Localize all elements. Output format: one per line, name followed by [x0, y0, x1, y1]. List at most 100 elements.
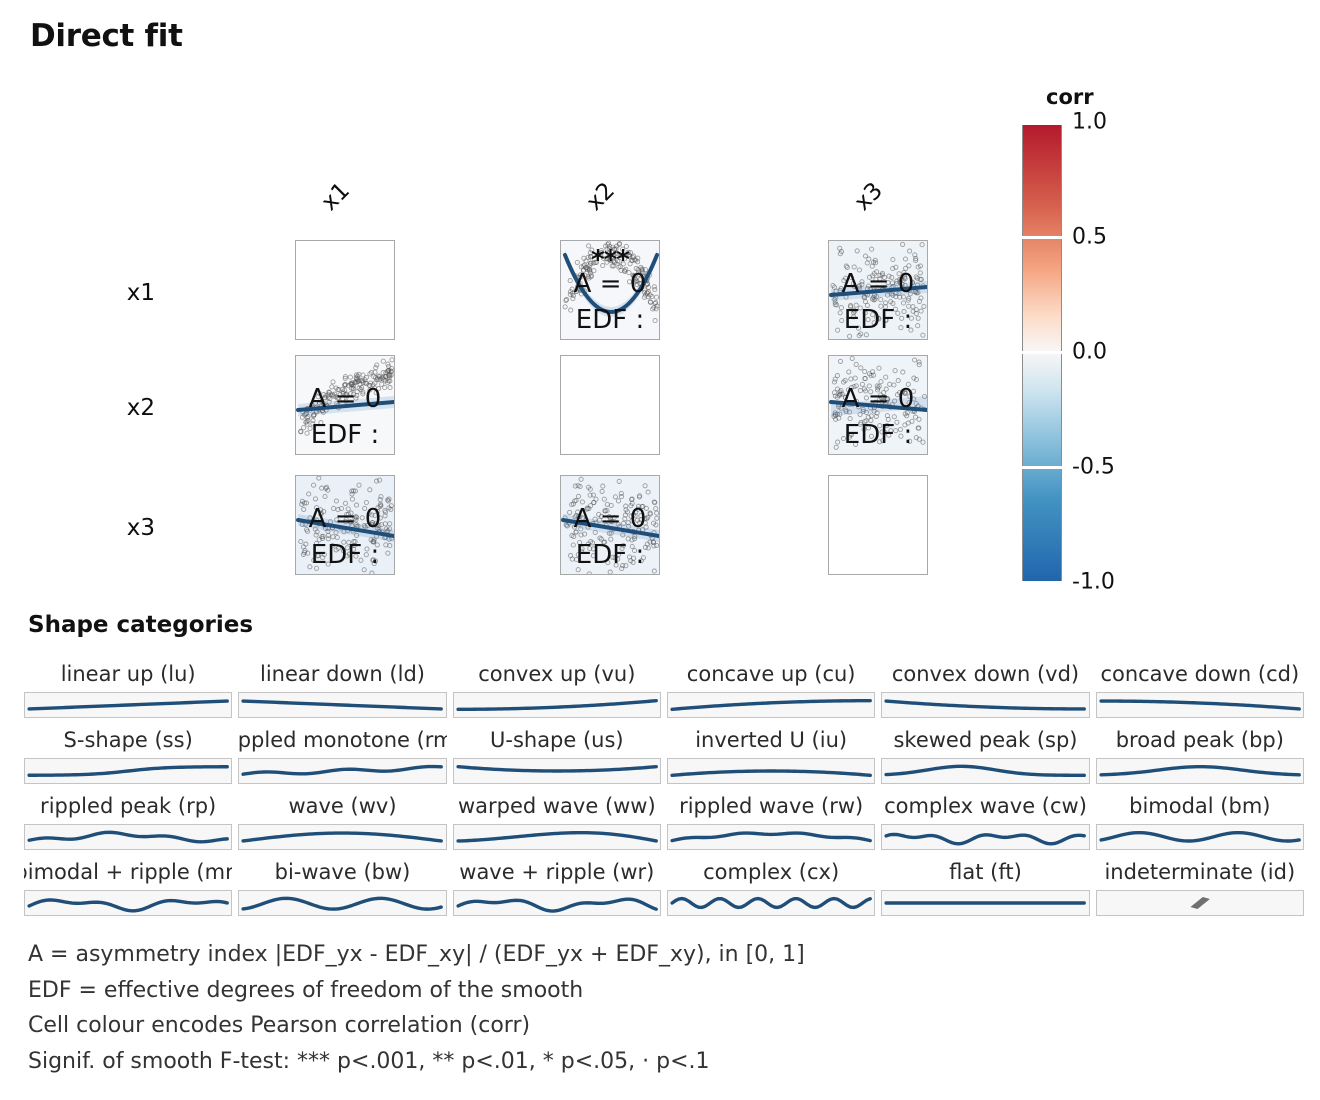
shape-category-label: concave up (cu)	[686, 662, 856, 686]
matrix-cell-x3-x2[interactable]: A = 0 EDF :	[560, 475, 660, 575]
shape-categories-grid: linear up (lu) linear down (ld) convex up …	[24, 662, 1304, 916]
matrix-row-label-x3: x3	[126, 515, 155, 541]
colorbar-tick-label: 0.5	[1072, 224, 1107, 250]
shape-category-ss[interactable]: S-shape (ss)	[24, 728, 233, 784]
shape-category-bw[interactable]: bi-wave (bw)	[238, 860, 447, 916]
footnote-line: Signif. of smooth F-test: *** p<.001, **…	[28, 1048, 710, 1074]
scatter-and-smooth-plot	[296, 357, 394, 436]
scatter-and-smooth-plot	[829, 356, 927, 450]
shape-category-wr[interactable]: wave + ripple (wr)	[452, 860, 661, 916]
shape-category-sparkline	[238, 890, 447, 916]
colorbar-tick-mark	[1022, 351, 1062, 354]
matrix-column-header-x2: x2	[581, 177, 620, 216]
shape-category-label: rippled monotone (rm)	[238, 728, 447, 752]
scatter-and-smooth-plot	[561, 476, 659, 574]
shape-category-sparkline	[238, 824, 447, 850]
shape-category-sparkline	[666, 824, 876, 850]
shape-category-label: concave down (cd)	[1100, 662, 1300, 686]
shape-category-bp[interactable]: broad peak (bp)	[1095, 728, 1304, 784]
colorbar-tick-mark	[1022, 121, 1062, 125]
shape-category-label: bimodal + ripple (mr)	[24, 860, 233, 884]
matrix-column-header-x3: x3	[849, 177, 888, 216]
shape-category-vu[interactable]: convex up (vu)	[452, 662, 661, 718]
colorbar-tick-label: 0.0	[1072, 339, 1107, 365]
shape-category-sparkline	[452, 824, 661, 850]
matrix-row-label-x1: x1	[126, 280, 155, 306]
shape-category-sparkline	[24, 758, 233, 784]
shape-category-sparkline	[24, 890, 233, 916]
matrix-row-label-x2: x2	[126, 395, 155, 421]
pairwise-fit-matrix: x1 x2 x3 x1 x2 x3 *** A = 0 EDF : A = 0 EDF : A =…	[0, 170, 1000, 600]
matrix-cell-x1-x2[interactable]: *** A = 0 EDF :	[560, 240, 660, 340]
matrix-column-header-x1: x1	[316, 177, 355, 216]
shape-category-rp[interactable]: rippled peak (rp)	[24, 794, 233, 850]
footnote-line: A = asymmetry index |EDF_yx - EDF_xy| / …	[28, 942, 805, 967]
matrix-cell-x2-x2[interactable]	[560, 355, 660, 455]
shape-category-label: linear down (ld)	[260, 662, 425, 686]
footnote-line: EDF = effective degrees of freedom of th…	[28, 977, 584, 1003]
shape-category-sparkline	[452, 758, 661, 784]
matrix-cell-x2-x1[interactable]: A = 0 EDF :	[295, 355, 395, 455]
shape-category-bm[interactable]: bimodal (bm)	[1095, 794, 1304, 850]
shape-category-sparkline	[238, 758, 447, 784]
matrix-cell-x2-x3[interactable]: A = 0 EDF :	[828, 355, 928, 455]
shape-category-label: convex up (vu)	[478, 662, 636, 686]
shape-category-label: rippled peak (rp)	[40, 794, 217, 818]
shape-category-label: bimodal (bm)	[1129, 794, 1271, 818]
colorbar-tick-mark	[1022, 466, 1062, 469]
matrix-cell-x3-x1[interactable]: A = 0 EDF :	[295, 475, 395, 575]
shape-category-cd[interactable]: concave down (cd)	[1095, 662, 1304, 718]
shape-category-sp[interactable]: skewed peak (sp)	[881, 728, 1090, 784]
shape-category-lu[interactable]: linear up (lu)	[24, 662, 233, 718]
shape-category-vd[interactable]: convex down (vd)	[881, 662, 1090, 718]
shape-category-label: S-shape (ss)	[63, 728, 193, 752]
shape-category-sparkline	[452, 692, 661, 718]
shape-category-sparkline	[1095, 824, 1304, 850]
shape-category-cu[interactable]: concave up (cu)	[666, 662, 876, 718]
shape-category-sparkline	[452, 890, 661, 916]
shape-category-label: wave + ripple (wr)	[459, 860, 655, 884]
shape-categories-heading: Shape categories	[28, 612, 254, 638]
shape-category-sparkline	[1095, 758, 1304, 784]
shape-category-mr[interactable]: bimodal + ripple (mr)	[24, 860, 233, 916]
shape-category-rm[interactable]: rippled monotone (rm)	[238, 728, 447, 784]
shape-category-sparkline	[881, 692, 1090, 718]
scatter-and-smooth-plot	[562, 241, 659, 324]
shape-category-label: U-shape (us)	[489, 728, 624, 752]
colorbar-tick-mark	[1022, 236, 1062, 239]
shape-category-us[interactable]: U-shape (us)	[452, 728, 661, 784]
shape-category-label: rippled wave (rw)	[679, 794, 864, 818]
shape-category-id[interactable]: indeterminate (id)	[1095, 860, 1304, 916]
matrix-cell-x1-x3[interactable]: A = 0 EDF :	[828, 240, 928, 340]
shape-category-label: flat (ft)	[949, 860, 1022, 884]
shape-category-ww[interactable]: warped wave (ww)	[452, 794, 661, 850]
shape-category-sparkline	[666, 692, 876, 718]
shape-category-sparkline	[238, 692, 447, 718]
shape-category-label: convex down (vd)	[891, 662, 1080, 686]
shape-category-sparkline	[666, 890, 876, 916]
scatter-and-smooth-plot	[296, 476, 394, 574]
shape-category-sparkline	[24, 824, 233, 850]
shape-category-label: wave (wv)	[288, 794, 397, 818]
shape-category-ft[interactable]: flat (ft)	[881, 860, 1090, 916]
shape-category-cx[interactable]: complex (cx)	[666, 860, 876, 916]
footnote-line: Cell colour encodes Pearson correlation …	[28, 1013, 531, 1039]
shape-category-sparkline	[881, 890, 1090, 916]
shape-category-sparkline	[666, 758, 876, 784]
shape-category-rw[interactable]: rippled wave (rw)	[666, 794, 876, 850]
scatter-and-smooth-plot	[829, 241, 927, 339]
shape-category-label: inverted U (iu)	[695, 728, 848, 752]
shape-category-label: bi-wave (bw)	[274, 860, 411, 884]
shape-category-sparkline	[881, 758, 1090, 784]
shape-category-wv[interactable]: wave (wv)	[238, 794, 447, 850]
shape-category-iu[interactable]: inverted U (iu)	[666, 728, 876, 784]
legend-title: corr	[1046, 85, 1094, 109]
shape-category-label: skewed peak (sp)	[893, 728, 1078, 752]
matrix-cell-x1-x1[interactable]	[295, 240, 395, 340]
colorbar-tick-label: -1.0	[1072, 569, 1115, 595]
shape-category-ld[interactable]: linear down (ld)	[238, 662, 447, 718]
shape-category-cw[interactable]: complex wave (cw)	[881, 794, 1090, 850]
page-title: Direct fit	[30, 18, 183, 54]
matrix-cell-x3-x3[interactable]	[828, 475, 928, 575]
colorbar-tick-label: 1.0	[1072, 109, 1107, 135]
